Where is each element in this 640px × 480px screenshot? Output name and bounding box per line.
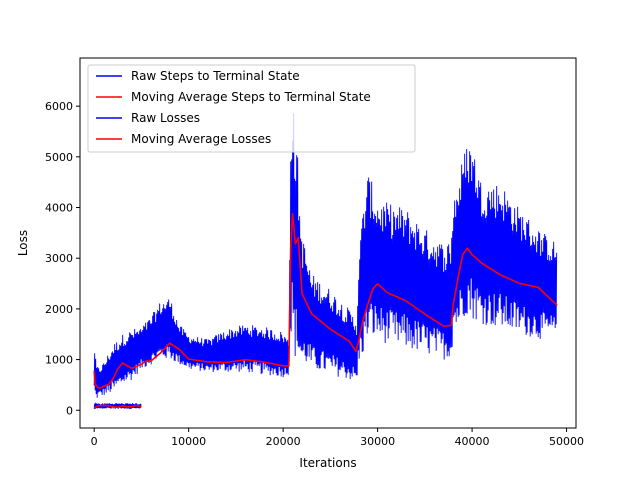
- x-tick-label: 20000: [266, 435, 301, 448]
- x-tick-label: 10000: [171, 435, 206, 448]
- x-tick-label: 0: [91, 435, 98, 448]
- legend-label-avg-steps: Moving Average Steps to Terminal State: [131, 90, 371, 104]
- series-moving-average-steps-to-terminal-state: [93, 404, 142, 409]
- legend-label-avg-losses: Moving Average Losses: [131, 132, 271, 146]
- series-raw-losses: [93, 113, 558, 398]
- y-tick-label: 4000: [45, 202, 73, 215]
- legend-label-raw-losses: Raw Losses: [131, 111, 200, 125]
- legend-box: [87, 64, 416, 153]
- legend: Raw Steps to Terminal State Moving Avera…: [87, 64, 416, 153]
- y-tick-label: 3000: [45, 252, 73, 265]
- y-tick-label: 5000: [45, 151, 73, 164]
- series-moving-average-losses: [93, 212, 558, 390]
- plot-area: [93, 113, 558, 409]
- x-axis-label: Iterations: [299, 456, 356, 470]
- x-tick-label: 30000: [360, 435, 395, 448]
- y-tick-label: 6000: [45, 100, 73, 113]
- x-tick-label: 50000: [549, 435, 584, 448]
- legend-label-raw-steps: Raw Steps to Terminal State: [131, 69, 300, 83]
- y-tick-label: 2000: [45, 303, 73, 316]
- x-axis: 0 10000 20000 30000 40000 50000: [91, 428, 584, 448]
- y-axis-label: Loss: [16, 230, 30, 256]
- axes-frame: [79, 57, 577, 429]
- y-tick-label: 1000: [45, 354, 73, 367]
- y-axis: 0 1000 2000 3000 4000 5000 6000: [45, 100, 80, 417]
- y-tick-label: 0: [66, 404, 73, 417]
- x-tick-label: 40000: [455, 435, 490, 448]
